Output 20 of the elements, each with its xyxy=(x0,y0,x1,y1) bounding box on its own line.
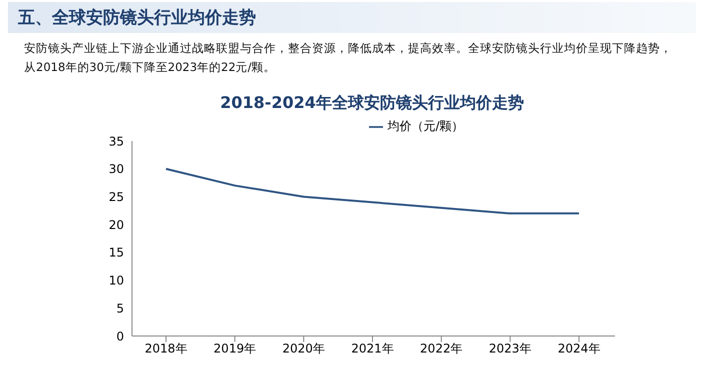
y-tick-label: 20 xyxy=(108,218,124,232)
x-tick-label: 2024年 xyxy=(558,342,600,356)
x-tick-label: 2023年 xyxy=(488,342,532,356)
x-tick-label: 2019年 xyxy=(214,342,256,356)
y-tick-label: 15 xyxy=(108,246,124,260)
y-tick-label: 0 xyxy=(116,329,124,344)
x-tick-label: 2020年 xyxy=(282,342,325,356)
legend-label: 均价（元/颗） xyxy=(387,119,464,133)
x-tick-label: 2022年 xyxy=(420,342,463,356)
x-tick-label: 2018年 xyxy=(144,342,188,356)
y-tick-label: 25 xyxy=(108,190,124,204)
y-tick-label: 10 xyxy=(108,274,124,288)
line-series xyxy=(165,168,580,214)
text: 五、全球安防镜头行业均价走势 xyxy=(8,2,696,33)
chart-title: 2018-2024年全球安防镜头行业均价走势 xyxy=(219,93,525,114)
y-tick-label: 30 xyxy=(108,162,124,176)
x-tick-label: 2021年 xyxy=(351,342,394,356)
y-tick-label: 35 xyxy=(108,134,124,148)
text: 安防镜头产业链上下游企业通过战略联盟与合作，整合资源，降低成本，提高效率。全球安防镜头行业均价呈现下降趋势，从2018年的30元/颗下降至2023年的22元/颗。 xyxy=(23,40,673,76)
y-tick-label: 5 xyxy=(116,301,124,316)
